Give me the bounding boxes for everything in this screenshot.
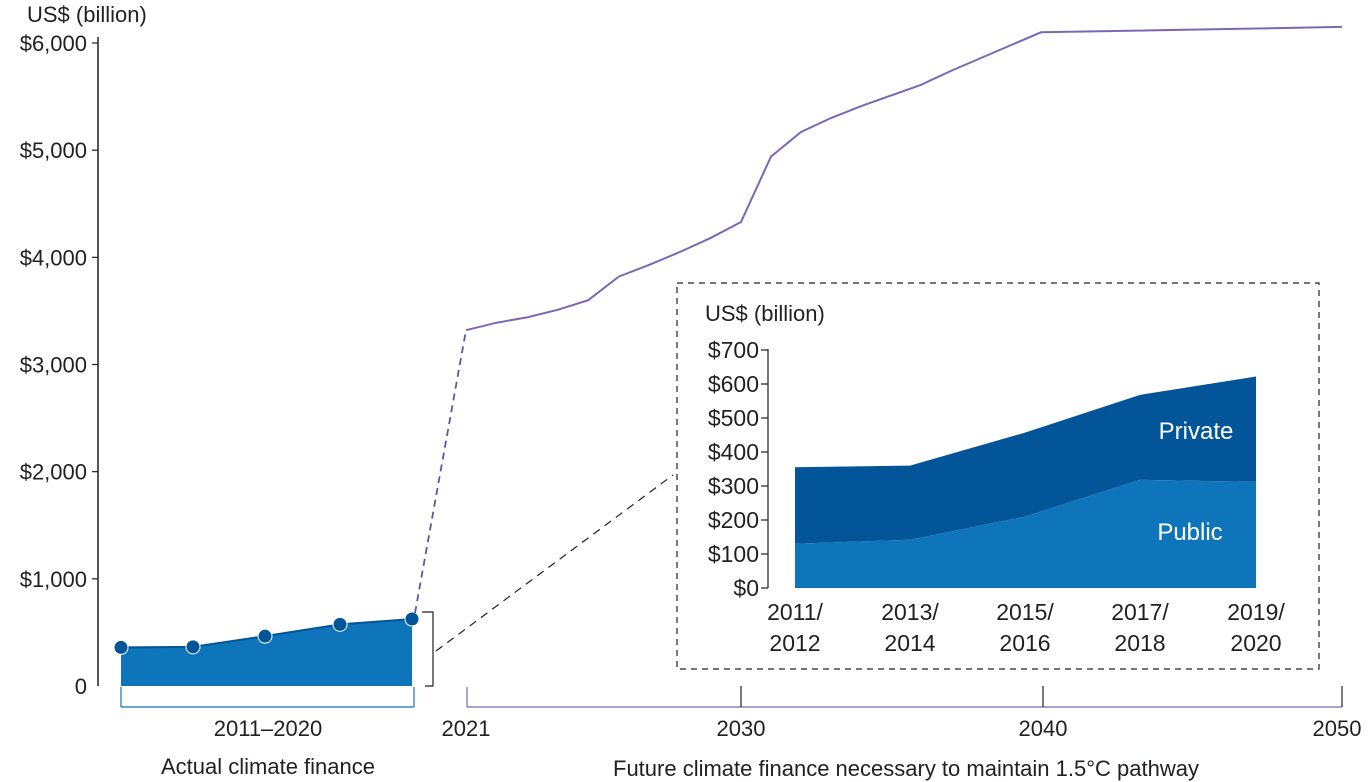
actual-data-point xyxy=(404,611,420,627)
inset-x-tick-label: 2020 xyxy=(1230,630,1281,656)
x-tick-label-2050: 2050 xyxy=(1313,716,1362,741)
inset-x-tick-label: 2011/ xyxy=(767,599,823,625)
inset-y-axis-unit: US$ (billion) xyxy=(705,301,825,326)
x-tick-label-2021: 2021 xyxy=(442,716,491,741)
y-tick-label: $3,000 xyxy=(20,353,87,378)
y-tick-label: $1,000 xyxy=(20,567,87,592)
inset-y-tick-label: $500 xyxy=(708,405,759,431)
zoom-connector xyxy=(422,474,674,687)
inset-area-public xyxy=(795,479,1256,588)
inset-chart: US$ (billion) $0 $100 $200 $300 $400 $500 $600… xyxy=(676,282,1320,670)
actual-area-fill xyxy=(121,619,412,686)
main-y-ticks: 0 $1,000 $2,000 $3,000 $4,000 $5,000 $6,000 xyxy=(20,31,98,699)
x-tick-label-2030: 2030 xyxy=(717,716,766,741)
inset-x-tick-label: 2015/ xyxy=(996,599,1054,625)
inset-y-tick-label: $100 xyxy=(708,541,759,567)
actual-data-point xyxy=(185,639,201,655)
x-tick-label-2040: 2040 xyxy=(1019,716,1068,741)
inset-area-private xyxy=(795,376,1256,544)
x-axis xyxy=(120,686,1343,708)
future-series-label: Future climate finance necessary to main… xyxy=(613,756,1199,781)
inset-x-tick-label: 2019/ xyxy=(1227,599,1285,625)
inset-y-ticks: $0 $100 $200 $300 $400 $500 $600 $700 xyxy=(708,337,768,601)
inset-y-tick-label: $300 xyxy=(708,473,759,499)
inset-y-tick-label: $0 xyxy=(733,575,759,601)
inset-x-tick-label: 2012 xyxy=(769,630,820,656)
connector-dashed-line xyxy=(414,330,467,614)
inset-y-tick-label: $200 xyxy=(708,507,759,533)
future-finance-line xyxy=(414,25,1343,614)
actual-period-label: 2011–2020 xyxy=(214,716,323,741)
inset-x-tick-label: 2017/ xyxy=(1111,599,1169,625)
inset-y-tick-label: $600 xyxy=(708,371,759,397)
inset-x-tick-label: 2018 xyxy=(1114,630,1165,656)
future-series-line xyxy=(465,25,1343,332)
inset-x-ticks: 2011/2012 2013/2014 2015/2016 2017/2018 2019… xyxy=(767,599,1285,656)
actual-data-point xyxy=(332,616,348,632)
y-tick-label: $4,000 xyxy=(20,245,87,270)
actual-series-label: Actual climate finance xyxy=(161,754,375,779)
actual-finance-area xyxy=(113,611,420,686)
inset-x-tick-label: 2013/ xyxy=(881,599,939,625)
inset-areas xyxy=(795,376,1256,588)
inset-y-tick-label: $700 xyxy=(708,337,759,363)
inset-series-label-private: Private xyxy=(1159,418,1234,445)
actual-data-point xyxy=(113,639,129,655)
inset-series-label-public: Public xyxy=(1157,519,1222,546)
y-tick-label: 0 xyxy=(75,674,87,699)
y-tick-label: $5,000 xyxy=(20,138,87,163)
inset-x-tick-label: 2016 xyxy=(999,630,1050,656)
inset-y-tick-label: $400 xyxy=(708,439,759,465)
actual-data-point xyxy=(257,628,273,644)
zoom-bracket xyxy=(422,611,434,687)
y-axis-unit: US$ (billion) xyxy=(27,2,147,27)
y-tick-label: $6,000 xyxy=(20,31,87,56)
y-tick-label: $2,000 xyxy=(20,460,87,485)
inset-x-tick-label: 2014 xyxy=(884,630,935,656)
zoom-line xyxy=(435,474,674,652)
